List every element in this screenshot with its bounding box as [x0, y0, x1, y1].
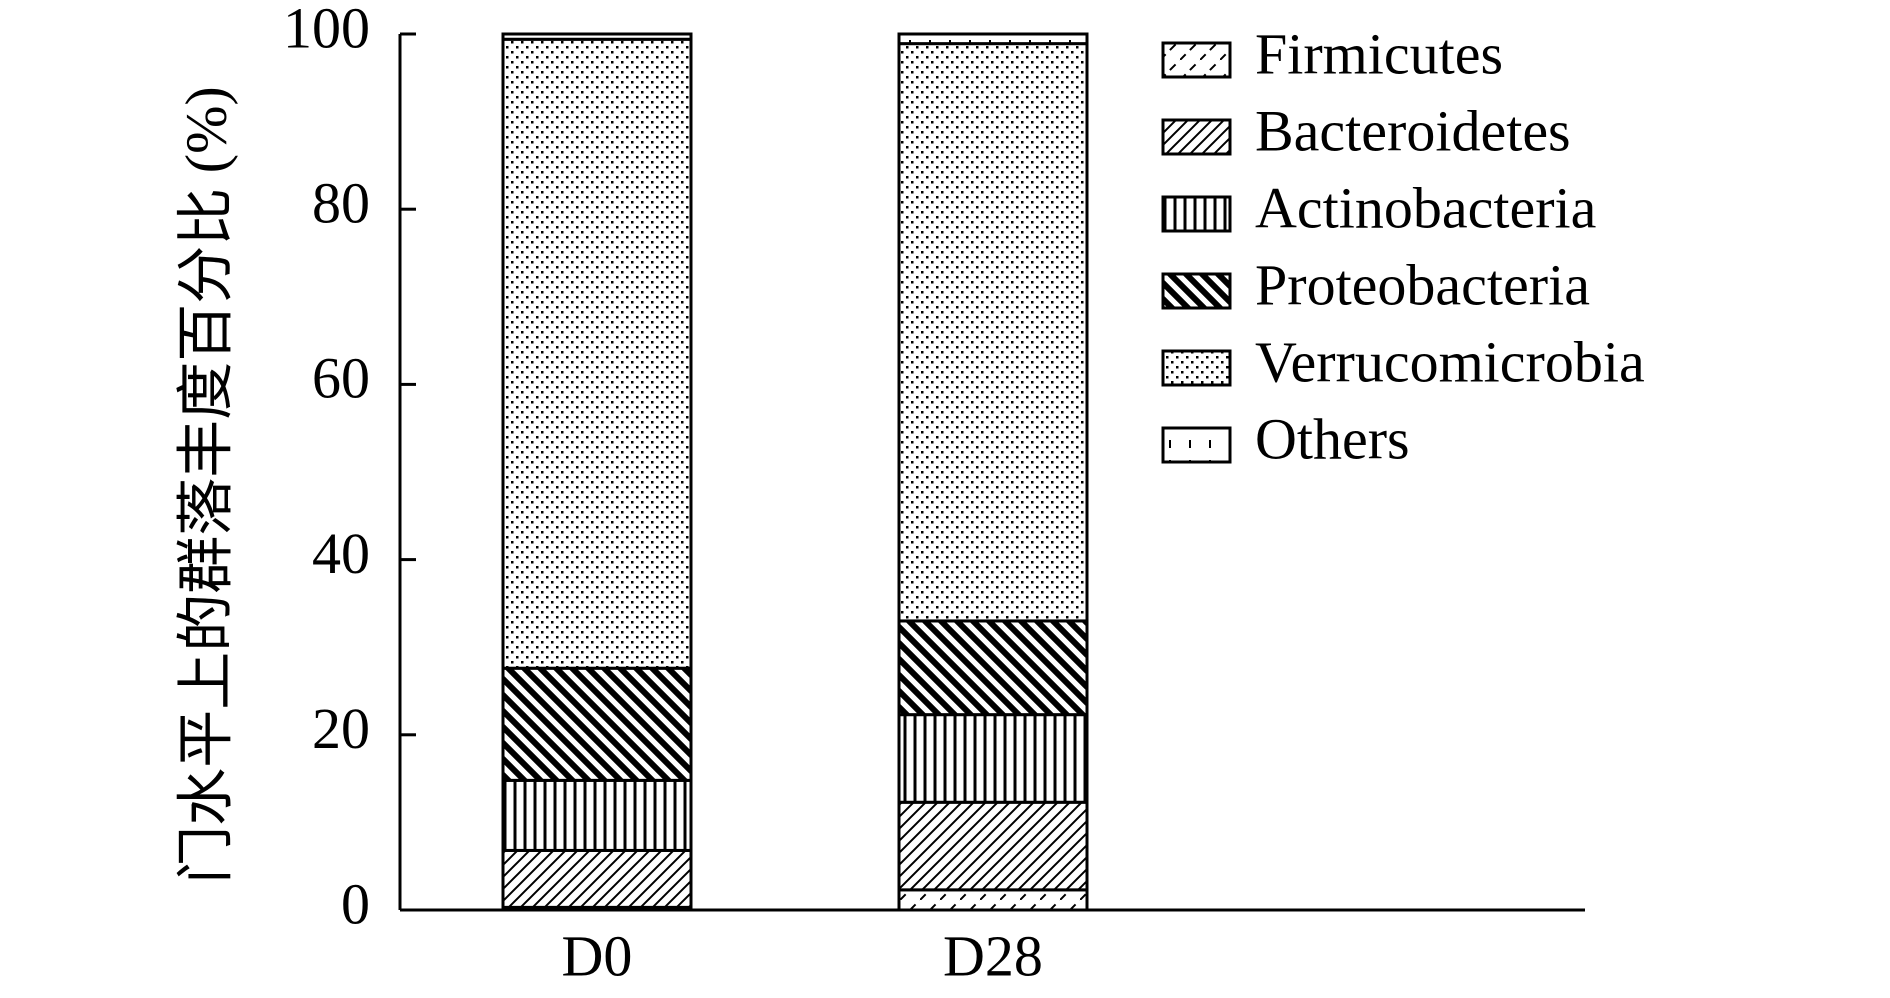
bars-layer: [501, 32, 1089, 912]
y-tick-label: 100: [283, 0, 370, 60]
legend-swatch-verrucomicrobia: [1161, 349, 1232, 387]
bar-segment-bacteroidetes-d0: [501, 848, 693, 909]
bar-segment-actinobacteria-d28: [897, 713, 1089, 804]
legend-swatch-firmicutes: [1161, 41, 1232, 79]
bar-segment-actinobacteria-d0: [501, 778, 693, 852]
legend-label-actinobacteria: Actinobacteria: [1255, 175, 1596, 240]
legend-swatch-others: [1161, 426, 1232, 464]
y-tick-labels: 0 20 40 60 80 100: [283, 0, 370, 936]
bar-segment-proteobacteria-d28: [897, 619, 1089, 717]
legend-swatch-proteobacteria: [1161, 272, 1232, 310]
y-tick-label: 20: [312, 696, 370, 761]
legend-swatch-bacteroidetes: [1161, 118, 1232, 156]
y-tick-label: 80: [312, 171, 370, 236]
y-tick-label: 60: [312, 346, 370, 411]
legend-label-firmicutes: Firmicutes: [1255, 21, 1503, 86]
bar-segment-proteobacteria-d0: [501, 666, 693, 782]
legend: Firmicutes Bacteroidetes Actinobacteria Pro…: [1161, 21, 1645, 471]
bar-segment-verrucomicrobia-d28: [897, 42, 1089, 623]
y-tick-label: 0: [341, 871, 370, 936]
legend-label-bacteroidetes: Bacteroidetes: [1255, 98, 1571, 163]
legend-label-verrucomicrobia: Verrucomicrobia: [1255, 329, 1645, 394]
legend-swatch-actinobacteria: [1161, 195, 1232, 233]
axes-layer: [398, 32, 1585, 912]
bar-segment-others-d0: [501, 32, 693, 41]
y-tick-label: 40: [312, 521, 370, 586]
y-axis-title: 门水平上的群落丰度百分比 (%): [173, 86, 238, 883]
legend-label-others: Others: [1255, 406, 1410, 471]
legend-label-proteobacteria: Proteobacteria: [1255, 252, 1590, 317]
bar-segment-verrucomicrobia-d0: [501, 37, 693, 670]
bar-segment-bacteroidetes-d28: [897, 800, 1089, 892]
bar-segment-others-d28: [897, 32, 1089, 46]
x-tick-label: D28: [943, 923, 1043, 988]
x-tick-label: D0: [562, 923, 633, 988]
bar-segment-firmicutes-d28: [897, 888, 1089, 912]
x-tick-labels: D0 D28: [562, 923, 1043, 988]
